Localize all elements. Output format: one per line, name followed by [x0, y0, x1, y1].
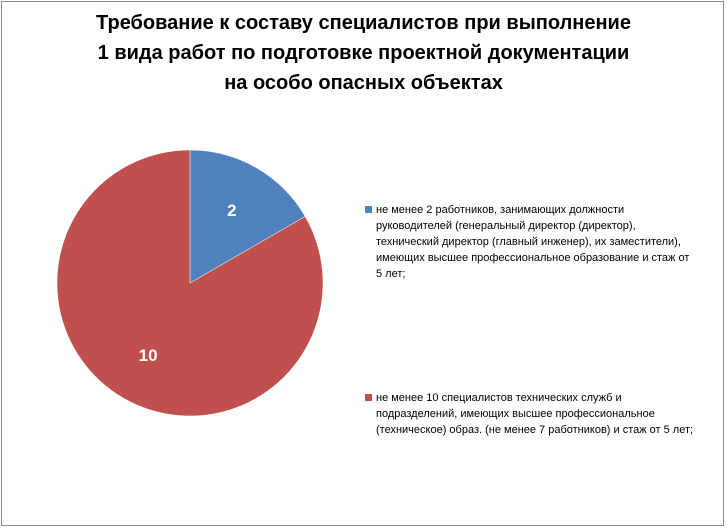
- legend-text-1: не менее 2 работников, занимающих должно…: [376, 204, 690, 280]
- legend-text-2: не менее 10 специалистов технических слу…: [376, 392, 694, 436]
- pie-data-label-1: 2: [227, 201, 236, 220]
- legend-item-1: не менее 2 работников, занимающих должно…: [365, 202, 695, 282]
- pie-slice-1: [189, 149, 306, 284]
- chart-title-line-2: 1 вида работ по подготовке проектной док…: [97, 42, 630, 64]
- legend-swatch-2: [365, 394, 372, 401]
- pie-slices: [56, 149, 324, 417]
- chart-title-line-3: на особо опасных объектах: [224, 72, 503, 94]
- legend-swatch-1: [365, 206, 372, 213]
- chart-title: Требование к составу специалистов при вы…: [0, 8, 727, 98]
- pie-data-label-2: 10: [139, 346, 158, 365]
- pie-slice-2: [56, 149, 324, 417]
- chart-title-line-1: Требование к составу специалистов при вы…: [96, 12, 631, 34]
- legend-item-2: не менее 10 специалистов технических слу…: [365, 390, 695, 438]
- pie-labels: 2 10: [139, 201, 237, 365]
